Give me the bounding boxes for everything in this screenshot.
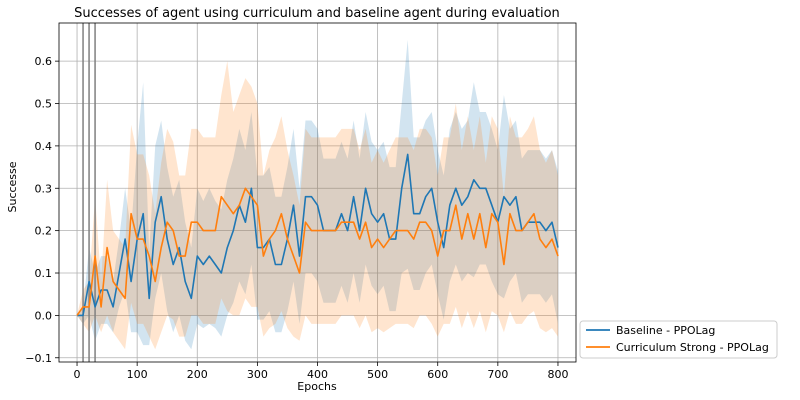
x-tick-label: 200 — [187, 368, 208, 381]
series-line-baseline — [77, 153, 559, 317]
series-line-curriculum — [76, 187, 559, 316]
y-tick-label: 0.6 — [35, 55, 53, 68]
x-axis-label: Epochs — [297, 380, 337, 393]
series-lines — [76, 153, 559, 317]
x-tick-label: 400 — [307, 368, 328, 381]
y-axis-label: Successe — [6, 161, 19, 212]
x-tick-label: 600 — [427, 368, 448, 381]
x-tick-label: 300 — [247, 368, 268, 381]
y-tick-label: 0.3 — [35, 182, 53, 195]
y-tick-label: 0.0 — [35, 309, 53, 322]
axis-ticks: 0 100 200 300 400 500 600 700 800 −0.1 0.0 0.1 0.2 0.… — [25, 55, 568, 381]
x-tick-label: 100 — [127, 368, 148, 381]
legend-label-baseline: Baseline - PPOLag — [616, 324, 715, 337]
y-tick-label: 0.4 — [35, 140, 53, 153]
x-tick-label: 800 — [547, 368, 568, 381]
y-tick-label: 0.1 — [35, 267, 53, 280]
legend-label-curriculum: Curriculum Strong - PPOLag — [616, 341, 769, 354]
legend: Baseline - PPOLag Curriculum Strong - PP… — [579, 320, 778, 359]
y-tick-label: 0.5 — [35, 98, 53, 111]
legend-box — [579, 320, 778, 359]
x-tick-label: 700 — [487, 368, 508, 381]
chart-title: Successes of agent using curriculum and … — [74, 6, 560, 21]
grid — [59, 23, 576, 362]
x-tick-label: 500 — [367, 368, 388, 381]
x-tick-label: 0 — [74, 368, 81, 381]
y-tick-label: 0.2 — [35, 225, 53, 238]
error-band-baseline — [77, 39, 558, 350]
y-tick-label: −0.1 — [25, 352, 52, 365]
